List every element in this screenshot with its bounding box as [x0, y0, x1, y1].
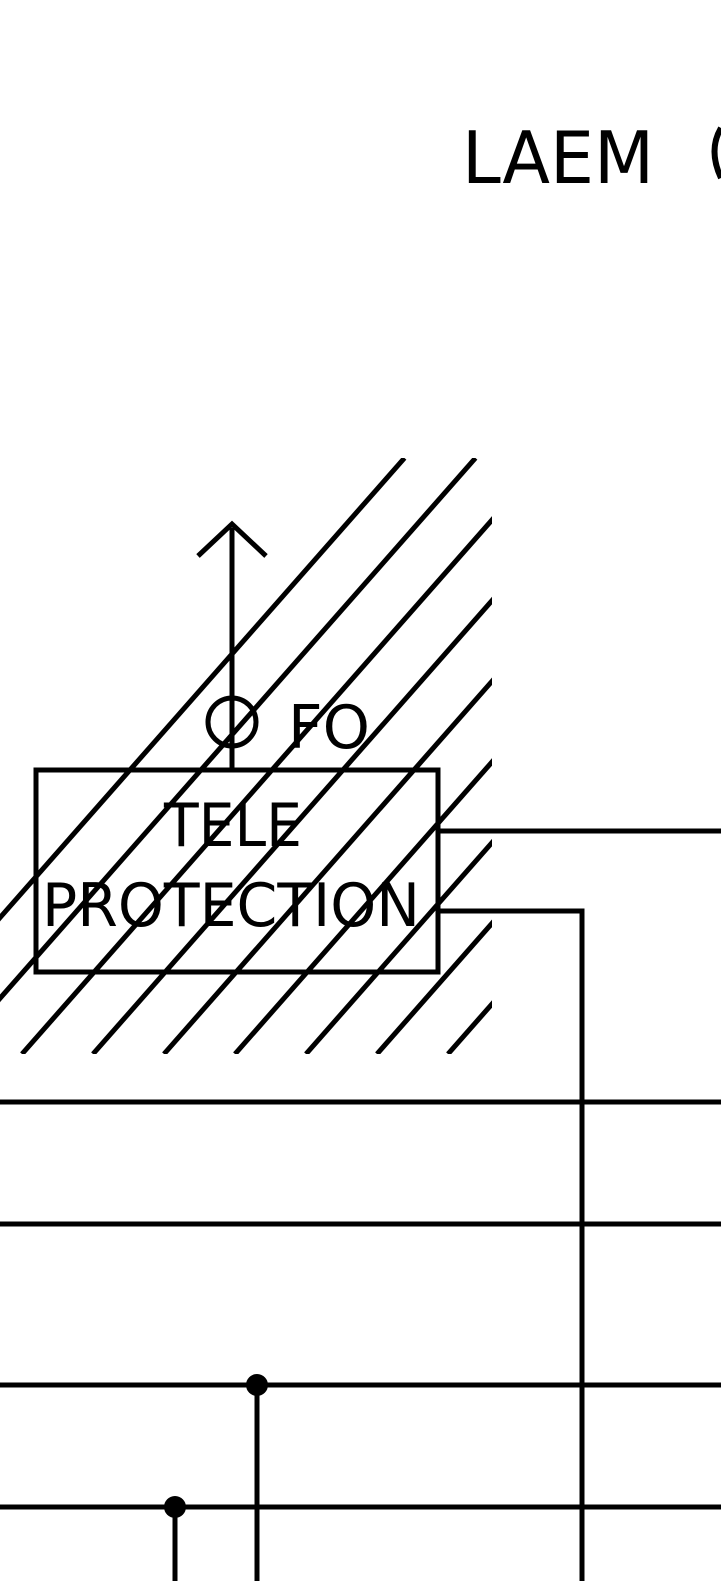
box-label-line-1: TELE [163, 791, 302, 861]
fiber-connector-circle [205, 695, 259, 749]
hatch-line [0, 458, 407, 922]
box-label-line-2: PROTECTION [42, 871, 420, 941]
hatch-line [233, 758, 492, 1054]
teleprotection-box [33, 767, 441, 975]
hatch-line [519, 458, 721, 1054]
hatch-line [91, 596, 492, 1054]
junction-dot-1 [246, 1374, 268, 1396]
junction-dot-2 [164, 1496, 186, 1518]
hatch-line [304, 838, 492, 1054]
hatch-line [162, 677, 492, 1054]
hatch-line [20, 516, 492, 1054]
fiber-label: FO [288, 693, 370, 763]
uplink-arrowhead-icon [196, 520, 268, 558]
cropped-title-glyph [711, 126, 721, 180]
hatch-line [0, 458, 478, 1003]
hatch-line [590, 458, 721, 1054]
hatch-line [375, 919, 492, 1054]
hatch-line [661, 458, 721, 1054]
box-output-line-lower [438, 908, 585, 1581]
diagram-title: LAEM [462, 116, 654, 200]
